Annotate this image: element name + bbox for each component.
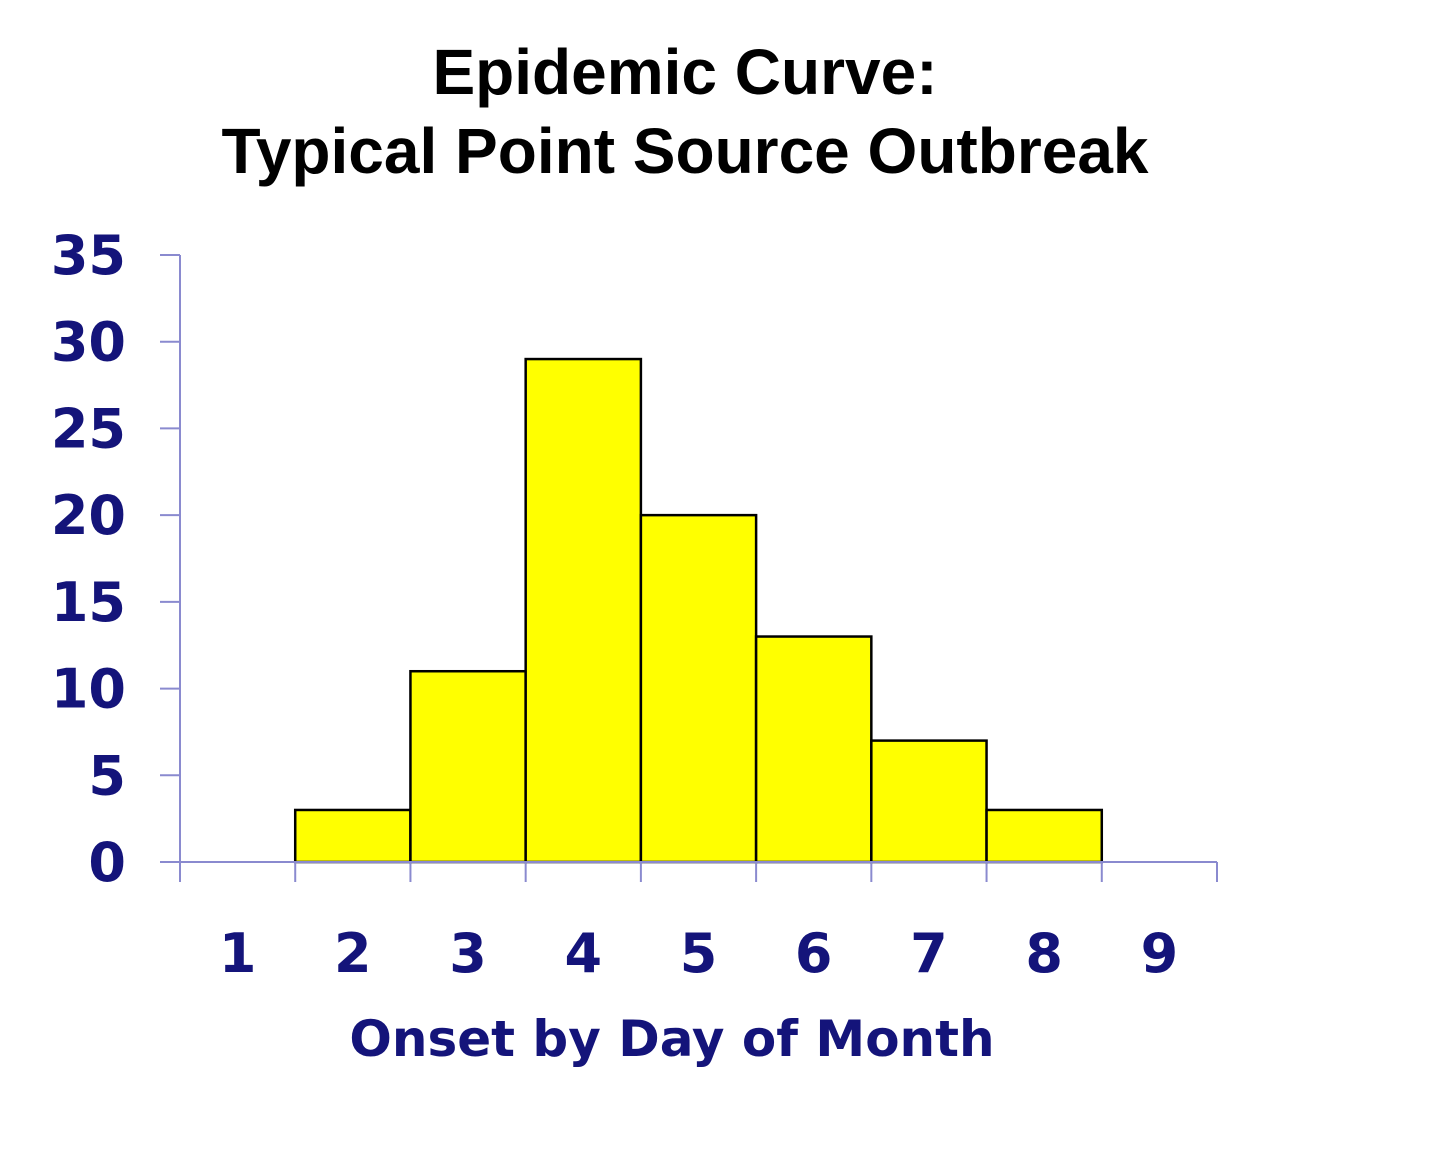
y-tick-label: 20	[51, 484, 126, 547]
bar-day-2	[293, 808, 412, 864]
x-axis-title: Onset by Day of Month	[349, 1010, 994, 1068]
x-tick-label: 8	[1025, 922, 1063, 985]
y-tick-label: 25	[51, 397, 126, 460]
x-tick-label: 6	[795, 922, 833, 985]
bar-day-5	[639, 513, 758, 864]
bar-day-3	[409, 669, 527, 864]
x-tick-label: 9	[1141, 922, 1179, 985]
bar-group	[293, 357, 1104, 864]
y-tick-label: 30	[51, 311, 126, 374]
x-tick-label: 4	[564, 922, 602, 985]
y-tick-label: 35	[51, 224, 126, 287]
chart-title-line-2: Typical Point Source Outbreak	[221, 115, 1148, 187]
chart-title-line-1: Epidemic Curve:	[432, 36, 937, 108]
bar-day-6	[754, 635, 873, 864]
y-axis: 0 5 10 15 20 25 30 35	[51, 224, 181, 894]
bar-day-8	[985, 808, 1104, 864]
x-tick-label: 3	[449, 922, 487, 985]
y-tick-label: 0	[88, 831, 126, 894]
y-tick-label: 5	[88, 744, 126, 807]
x-tick-label: 2	[334, 922, 372, 985]
bar-day-4	[524, 357, 643, 864]
y-tick-label: 10	[51, 658, 126, 721]
x-axis: 1 2 3 4 5 6 7 8 9	[160, 861, 1218, 985]
y-tick-label: 15	[51, 571, 126, 634]
x-tick-label: 1	[219, 922, 257, 985]
x-tick-label: 5	[680, 922, 718, 985]
x-tick-label: 7	[910, 922, 948, 985]
bar-day-7	[870, 739, 988, 864]
